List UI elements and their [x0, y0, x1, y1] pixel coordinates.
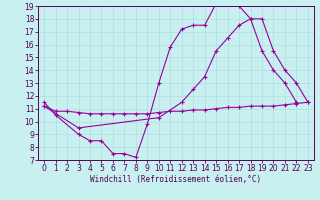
X-axis label: Windchill (Refroidissement éolien,°C): Windchill (Refroidissement éolien,°C) — [91, 175, 261, 184]
